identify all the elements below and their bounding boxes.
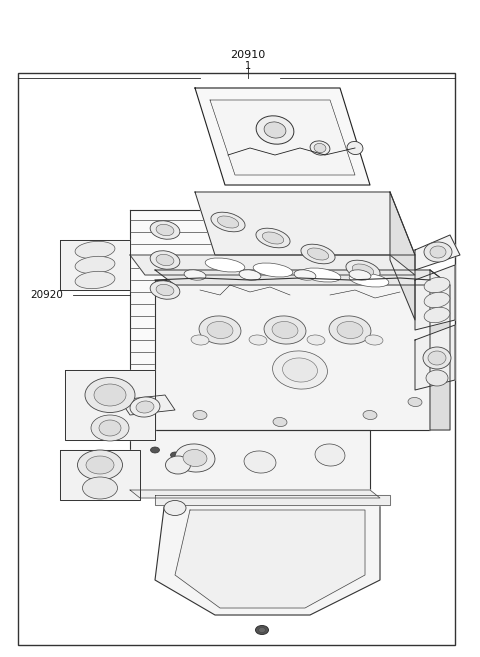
Ellipse shape — [307, 248, 329, 260]
Ellipse shape — [184, 270, 206, 280]
Ellipse shape — [166, 456, 191, 474]
Ellipse shape — [99, 420, 121, 436]
Ellipse shape — [255, 625, 268, 635]
Text: 1: 1 — [245, 61, 251, 71]
Ellipse shape — [83, 477, 118, 499]
Ellipse shape — [365, 335, 383, 345]
Polygon shape — [430, 270, 450, 430]
Ellipse shape — [346, 260, 380, 280]
Ellipse shape — [130, 397, 160, 417]
Ellipse shape — [256, 116, 294, 144]
Ellipse shape — [315, 444, 345, 466]
Ellipse shape — [349, 270, 371, 280]
Ellipse shape — [86, 456, 114, 474]
Ellipse shape — [426, 370, 448, 386]
Ellipse shape — [424, 242, 452, 262]
Ellipse shape — [150, 281, 180, 299]
Bar — [18, 73, 455, 645]
Ellipse shape — [272, 321, 298, 338]
Ellipse shape — [75, 241, 115, 259]
Ellipse shape — [347, 141, 363, 154]
Polygon shape — [60, 450, 140, 500]
Ellipse shape — [91, 415, 129, 441]
Ellipse shape — [217, 216, 239, 228]
Ellipse shape — [253, 263, 293, 277]
Ellipse shape — [424, 277, 450, 293]
Polygon shape — [175, 510, 365, 608]
Polygon shape — [60, 240, 130, 290]
Ellipse shape — [75, 271, 115, 288]
Ellipse shape — [136, 401, 154, 413]
Ellipse shape — [352, 264, 374, 276]
Text: 20910: 20910 — [230, 50, 265, 60]
Polygon shape — [415, 325, 455, 390]
Polygon shape — [195, 88, 370, 185]
Polygon shape — [120, 395, 175, 415]
Ellipse shape — [310, 141, 330, 155]
Ellipse shape — [423, 347, 451, 369]
Ellipse shape — [156, 284, 174, 296]
Ellipse shape — [428, 351, 446, 365]
Ellipse shape — [150, 251, 180, 269]
Ellipse shape — [408, 397, 422, 407]
Ellipse shape — [329, 316, 371, 344]
Polygon shape — [155, 280, 430, 430]
Polygon shape — [130, 490, 380, 498]
Ellipse shape — [164, 501, 186, 516]
Ellipse shape — [314, 143, 326, 152]
Ellipse shape — [94, 384, 126, 406]
Polygon shape — [415, 265, 455, 330]
Ellipse shape — [156, 224, 174, 236]
Ellipse shape — [75, 256, 115, 274]
Ellipse shape — [249, 335, 267, 345]
Ellipse shape — [205, 258, 245, 272]
Ellipse shape — [77, 450, 122, 480]
Ellipse shape — [207, 321, 233, 338]
Ellipse shape — [424, 307, 450, 323]
Polygon shape — [155, 500, 380, 615]
Polygon shape — [390, 192, 415, 320]
Ellipse shape — [211, 212, 245, 232]
Ellipse shape — [259, 627, 265, 633]
Polygon shape — [155, 270, 450, 285]
Polygon shape — [195, 192, 415, 255]
Polygon shape — [155, 495, 390, 505]
Ellipse shape — [283, 358, 317, 382]
Polygon shape — [130, 210, 390, 380]
Ellipse shape — [256, 228, 290, 248]
Polygon shape — [65, 370, 155, 440]
Polygon shape — [415, 235, 460, 270]
Ellipse shape — [301, 244, 335, 264]
Ellipse shape — [156, 254, 174, 265]
Ellipse shape — [244, 451, 276, 473]
Ellipse shape — [424, 292, 450, 307]
Ellipse shape — [294, 270, 316, 280]
Ellipse shape — [264, 316, 306, 344]
Ellipse shape — [273, 417, 287, 426]
Ellipse shape — [151, 447, 159, 453]
Ellipse shape — [183, 449, 207, 466]
Ellipse shape — [239, 270, 261, 280]
Ellipse shape — [301, 268, 341, 282]
Ellipse shape — [430, 246, 446, 258]
Ellipse shape — [307, 335, 325, 345]
Ellipse shape — [264, 122, 286, 138]
Ellipse shape — [337, 321, 363, 338]
Polygon shape — [130, 430, 370, 490]
Ellipse shape — [273, 351, 327, 389]
Polygon shape — [130, 255, 415, 275]
Ellipse shape — [363, 411, 377, 420]
Ellipse shape — [85, 378, 135, 413]
Ellipse shape — [191, 335, 209, 345]
Polygon shape — [210, 100, 355, 175]
Text: 20920: 20920 — [30, 290, 63, 300]
Ellipse shape — [262, 232, 284, 244]
Ellipse shape — [150, 221, 180, 239]
Ellipse shape — [193, 411, 207, 420]
Ellipse shape — [170, 452, 180, 458]
Ellipse shape — [349, 273, 389, 287]
Ellipse shape — [175, 444, 215, 472]
Ellipse shape — [199, 316, 241, 344]
